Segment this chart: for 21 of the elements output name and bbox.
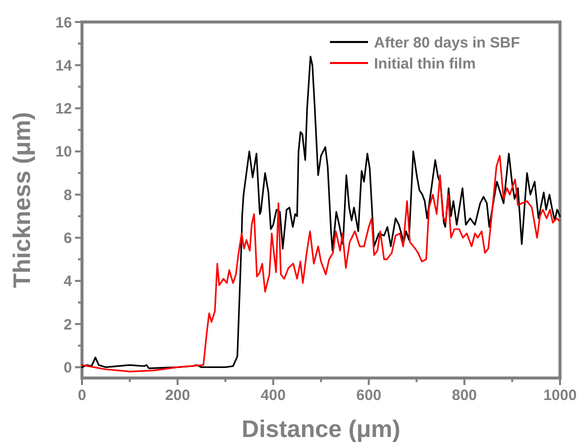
y-tick-label: 2 [64,316,72,334]
legend-label: After 80 days in SBF [374,34,520,52]
y-tick-label: 6 [64,230,72,248]
x-tick-label: 1000 [543,387,577,404]
legend-label: Initial thin film [374,55,476,72]
y-tick-label: 12 [55,100,72,118]
x-tick-label: 0 [78,387,86,404]
y-tick-label: 16 [55,14,72,32]
x-tick-label: 200 [165,387,190,404]
x-tick-label: 600 [356,387,382,404]
y-tick-label: 4 [64,273,73,290]
x-tick-label: 800 [452,387,477,404]
y-tick-label: 8 [64,186,72,204]
x-axis-title: Distance (μm) [242,416,400,443]
y-tick-label: 14 [55,57,73,74]
y-axis-title: Thickness (μm) [9,112,36,288]
y-tick-label: 10 [55,144,72,161]
y-tick-label: 0 [64,359,72,376]
line-series [81,154,560,372]
x-tick-label: 400 [260,387,286,404]
line-series [81,56,561,370]
